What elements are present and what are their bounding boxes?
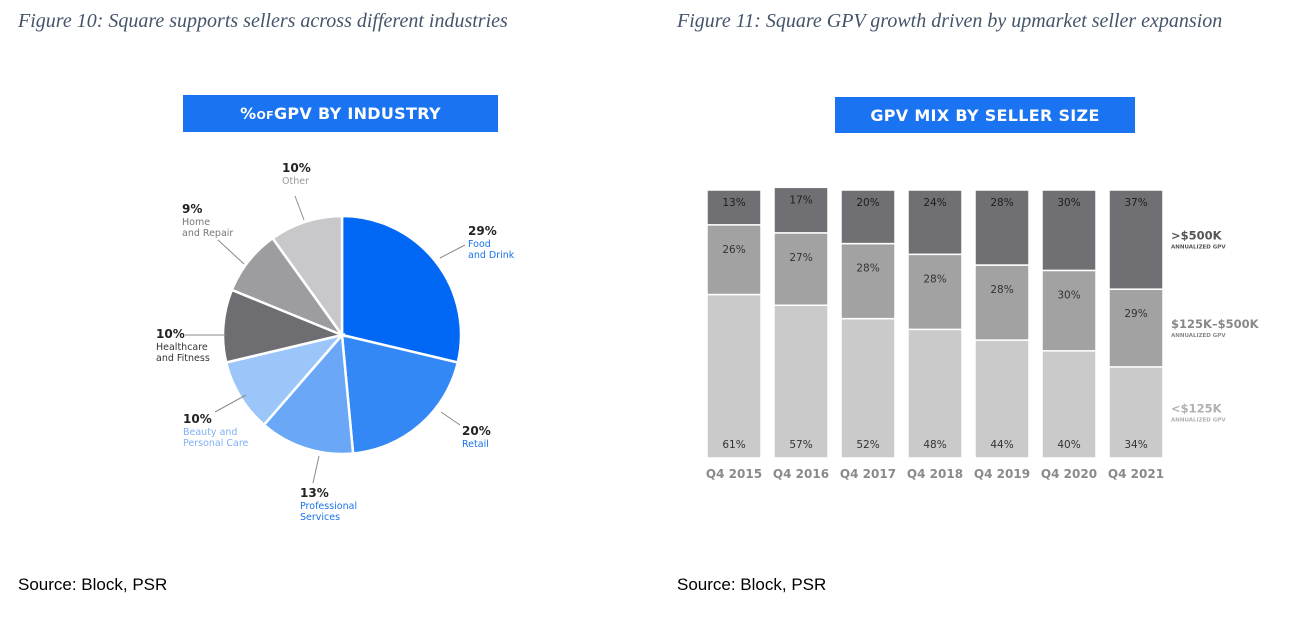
bar-value-label: 26%: [722, 244, 745, 256]
bar-value-label: 30%: [1057, 289, 1080, 301]
pie-slice-percent: 20%: [462, 424, 491, 438]
pie-slice-label: and Drink: [468, 250, 515, 261]
figure-10-source: Source: Block, PSR: [18, 575, 168, 594]
bar-value-label: 13%: [722, 197, 745, 209]
x-tick-label: Q4 2019: [974, 467, 1030, 481]
pie-slice-percent: 10%: [156, 327, 185, 341]
legend-label: $125K–$500K: [1171, 317, 1260, 331]
pie-slice-label: Food: [468, 239, 491, 250]
pie-leader-line: [217, 239, 245, 265]
pie-slice: [221, 288, 347, 365]
pie-slice: [270, 214, 344, 339]
bar-segment: [773, 304, 829, 459]
x-tick-label: Q4 2016: [773, 467, 829, 481]
bar-segment: [974, 264, 1030, 341]
pie-slice-label: Other: [282, 176, 309, 187]
x-tick-label: Q4 2020: [1041, 467, 1097, 481]
bar-value-label: 57%: [789, 439, 812, 451]
bar-segment: [1108, 366, 1164, 459]
legend-sublabel: ANNUALIZED GPV: [1171, 417, 1226, 423]
bar-value-label: 28%: [990, 197, 1013, 209]
bar-value-label: 29%: [1124, 308, 1147, 320]
figure-11-caption: Figure 11: Square GPV growth driven by u…: [677, 10, 1223, 32]
pie-slice-label: Healthcare: [156, 342, 208, 353]
bar-value-label: 34%: [1124, 439, 1147, 451]
pie-chart-title: % of GPV BY INDUSTRY: [183, 95, 498, 132]
bar-segment: [773, 186, 829, 234]
bar-value-label: 48%: [923, 439, 946, 451]
bar-value-label: 61%: [722, 439, 745, 451]
bar-segment: [1041, 189, 1097, 272]
bar-segment: [1041, 269, 1097, 352]
pie-slice-label: Professional: [300, 501, 357, 512]
bar-value-label: 28%: [856, 263, 879, 275]
x-tick-label: Q4 2018: [907, 467, 963, 481]
pie-slice-label: and Repair: [182, 228, 233, 239]
pie-slice-label: Personal Care: [183, 438, 249, 449]
bar-segment: [1108, 288, 1164, 368]
pie-slice-label: and Fitness: [156, 353, 210, 364]
bar-value-label: 44%: [990, 439, 1013, 451]
bar-segment: [1108, 189, 1164, 290]
pie-slice-label: Retail: [462, 439, 489, 450]
pie-slice-label: Home: [182, 217, 210, 228]
bar-segment: [706, 293, 762, 459]
bar-value-label: 30%: [1057, 197, 1080, 209]
legend-sublabel: ANNUALIZED GPV: [1171, 333, 1226, 339]
pie-slice: [340, 333, 460, 455]
bar-segment: [840, 189, 896, 245]
bar-value-label: 28%: [990, 284, 1013, 296]
legend-sublabel: ANNUALIZED GPV: [1171, 245, 1226, 251]
bar-value-label: 17%: [789, 194, 812, 206]
legend-label: >$500K: [1171, 229, 1223, 243]
figure-11-source: Source: Block, PSR: [677, 575, 827, 594]
pie-slice: [262, 331, 355, 456]
bar-value-label: 52%: [856, 439, 879, 451]
bar-value-label: 40%: [1057, 439, 1080, 451]
bar-value-label: 27%: [789, 252, 812, 264]
bar-segment: [773, 232, 829, 306]
pie-slice: [340, 214, 463, 365]
x-tick-label: Q4 2021: [1108, 467, 1164, 481]
bar-segment: [706, 189, 762, 226]
bar-segment: [974, 189, 1030, 266]
pie-leader-line: [294, 195, 305, 221]
bar-chart-title: GPV MIX BY SELLER SIZE: [835, 97, 1135, 133]
pie-slice-percent: 9%: [182, 202, 202, 216]
pie-title-part1: %: [240, 104, 257, 123]
pie-slice-percent: 10%: [183, 412, 212, 426]
pie-slice-label: Services: [300, 512, 340, 523]
stacked-bar-chart: 61% 26% 13% Q4 2015 57% 27% 17% Q4 2016 52% 28% 20…: [706, 186, 1260, 481]
bar-value-label: 37%: [1124, 197, 1147, 209]
bar-segment: [907, 189, 963, 256]
pie-slice: [224, 332, 346, 427]
pie-leader-line: [440, 411, 461, 426]
pie-title-part2: of: [256, 104, 274, 123]
pie-leader-line: [214, 394, 247, 413]
pie-slice-percent: 29%: [468, 224, 497, 238]
bar-segment: [840, 317, 896, 459]
pie-slice-percent: 13%: [300, 486, 329, 500]
x-tick-label: Q4 2015: [706, 467, 762, 481]
bar-segment: [840, 242, 896, 320]
bar-segment: [974, 339, 1030, 459]
pie-slice-percent: 10%: [282, 161, 311, 175]
figure-10-caption: Figure 10: Square supports sellers acros…: [18, 10, 508, 32]
bar-value-label: 20%: [856, 197, 879, 209]
bar-value-label: 28%: [923, 273, 946, 285]
x-tick-label: Q4 2017: [840, 467, 896, 481]
bar-segment: [1041, 350, 1097, 459]
bar-segment: [907, 253, 963, 331]
bar-value-label: 24%: [923, 197, 946, 209]
legend-label: <$125K: [1171, 401, 1223, 415]
pie-slice-label: Beauty and: [183, 427, 237, 438]
pie-leader-line: [312, 455, 320, 484]
bar-segment: [706, 224, 762, 296]
pie-leader-line: [439, 244, 466, 259]
pie-title-part3: GPV BY INDUSTRY: [273, 104, 441, 123]
